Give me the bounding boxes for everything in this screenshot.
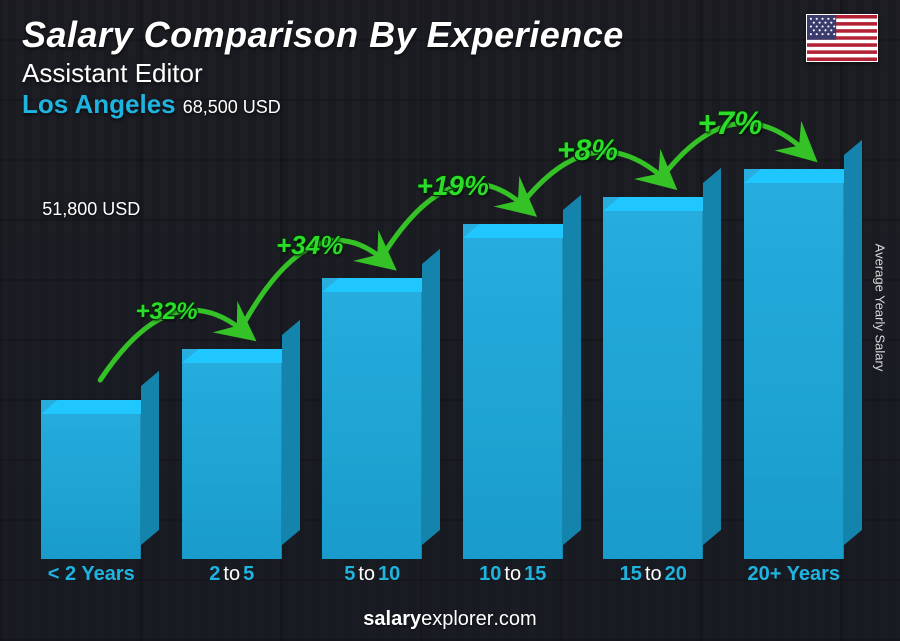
bar [182, 349, 282, 559]
bar-slot: 91,600 USD [311, 278, 434, 559]
increase-badge: +7% [698, 105, 763, 142]
increase-badge: +19% [417, 170, 489, 202]
x-axis-label: < 2 Years [30, 563, 153, 593]
bar-top-face [463, 224, 580, 238]
x-axis-label: 2to5 [171, 563, 294, 593]
y-axis-label: Average Yearly Salary [873, 228, 888, 388]
bar-side-face [844, 140, 862, 545]
bar-value-label: 68,500 USD [152, 97, 312, 118]
bar-top-face [744, 169, 861, 183]
page-title: Salary Comparison By Experience [22, 14, 878, 56]
bar-value-label: 51,800 USD [11, 199, 171, 220]
bar-slot: 51,800 USD [30, 400, 153, 559]
bar-side-face [563, 195, 581, 545]
infographic-stage: Salary Comparison By Experience Assistan… [0, 0, 900, 641]
footer-brand-bold: salary [363, 608, 421, 630]
x-axis-label: 10to15 [452, 563, 575, 593]
x-axis-label: 5to10 [311, 563, 434, 593]
bar-slot: 127,000 USD [733, 169, 856, 559]
page-subtitle: Assistant Editor [22, 58, 878, 89]
bar-side-face [282, 320, 300, 545]
bar-front-face [744, 169, 844, 559]
bar-top-face [182, 349, 299, 363]
bar [744, 169, 844, 559]
bar-slot: 109,000 USD [452, 224, 575, 559]
x-axis-label: 20+ Years [733, 563, 856, 593]
x-axis-labels: < 2 Years 2to5 5to10 10to15 15to20 20+ Years [30, 563, 855, 593]
bar-slot: 118,000 USD [592, 197, 715, 559]
bar [322, 278, 422, 559]
bar-side-face [422, 249, 440, 545]
bar-front-face [41, 400, 141, 559]
bar-front-face [322, 278, 422, 559]
bars-container: 51,800 USD68,500 USD91,600 USD109,000 US… [30, 139, 855, 559]
footer-brand-light: explorer [421, 608, 493, 630]
x-axis-label: 15to20 [592, 563, 715, 593]
increase-badge: +8% [557, 134, 618, 168]
bar [603, 197, 703, 559]
increase-badge: +34% [276, 230, 343, 261]
bar [41, 400, 141, 559]
footer-domain: .com [493, 608, 536, 630]
bar-front-face [463, 224, 563, 559]
salary-bar-chart: 51,800 USD68,500 USD91,600 USD109,000 US… [30, 93, 855, 593]
flag-icon [806, 14, 878, 62]
bar-slot: 68,500 USD [171, 349, 294, 559]
bar [463, 224, 563, 559]
increase-badge: +32% [136, 298, 198, 326]
bar-side-face [141, 371, 159, 545]
bar-front-face [603, 197, 703, 559]
bar-front-face [182, 349, 282, 559]
bar-side-face [703, 168, 721, 545]
footer-brand: salaryexplorer.com [0, 608, 900, 631]
